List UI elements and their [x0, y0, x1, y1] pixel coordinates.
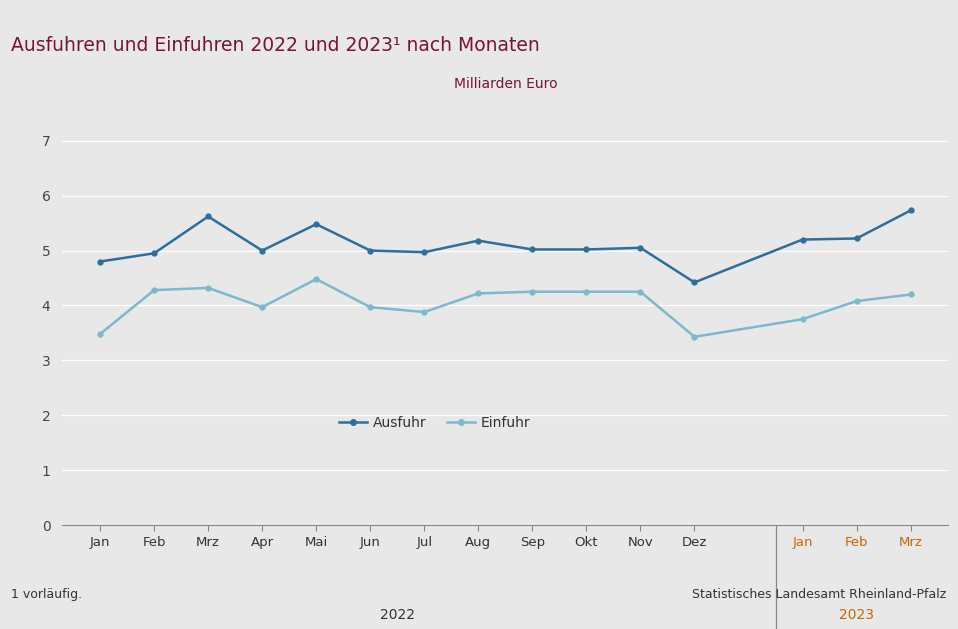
Text: Milliarden Euro: Milliarden Euro [453, 77, 558, 91]
Text: 1 vorläufig.: 1 vorläufig. [11, 587, 82, 601]
Text: Statistisches Landesamt Rheinland-Pfalz: Statistisches Landesamt Rheinland-Pfalz [693, 587, 947, 601]
Legend: Ausfuhr, Einfuhr: Ausfuhr, Einfuhr [333, 411, 536, 436]
Text: Ausfuhren und Einfuhren 2022 und 2023¹ nach Monaten: Ausfuhren und Einfuhren 2022 und 2023¹ n… [11, 36, 540, 55]
Text: 2022: 2022 [379, 608, 415, 621]
Text: 2023: 2023 [839, 608, 874, 621]
